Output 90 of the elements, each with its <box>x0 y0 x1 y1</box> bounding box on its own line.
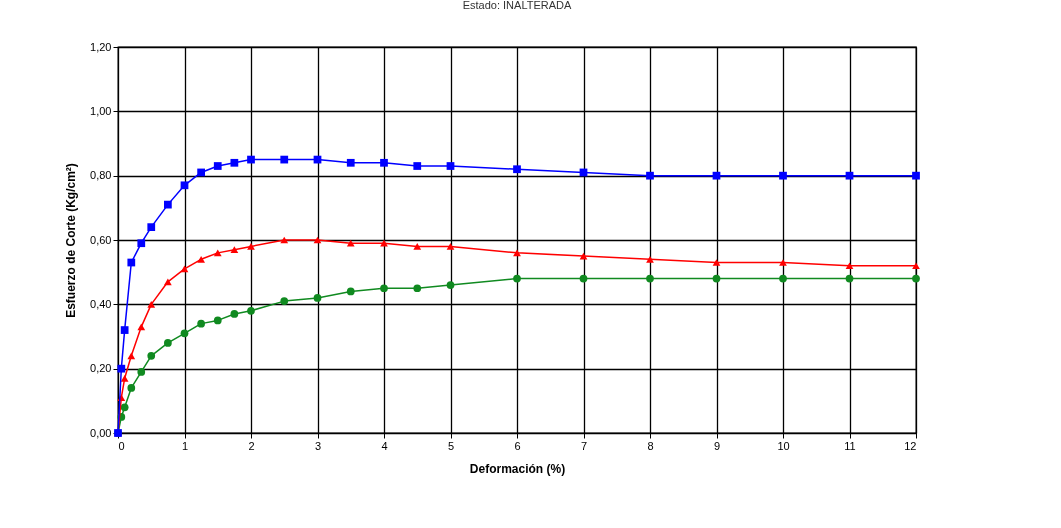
y-tick-label: 0,80 <box>90 169 112 182</box>
y-tick-label: 1,20 <box>90 40 112 53</box>
point <box>845 262 854 270</box>
point <box>712 274 721 283</box>
x-tick-label: 8 <box>647 439 654 452</box>
point <box>513 274 521 283</box>
point <box>213 162 222 170</box>
point <box>247 306 255 315</box>
point <box>230 246 239 253</box>
point <box>779 274 787 283</box>
point <box>513 249 521 257</box>
point <box>446 243 455 250</box>
point <box>313 236 322 244</box>
point <box>280 297 289 305</box>
point <box>646 255 654 263</box>
point <box>413 162 422 170</box>
y-tick-label: 0,00 <box>90 426 112 439</box>
point <box>346 158 355 167</box>
y-tick-label: 0,60 <box>90 233 112 246</box>
point <box>912 262 920 270</box>
point <box>230 158 239 167</box>
point <box>413 284 422 293</box>
point <box>164 339 172 347</box>
x-tick-label: 1 <box>181 439 189 452</box>
x-tick-label: 2 <box>248 439 255 452</box>
point <box>646 274 654 283</box>
chart-title: Estado: INALTERADA <box>462 0 572 11</box>
point <box>230 310 239 318</box>
point <box>120 326 129 334</box>
point <box>213 316 222 325</box>
point <box>712 171 721 180</box>
y-tick-label: 0,40 <box>90 297 112 310</box>
point <box>579 274 588 283</box>
point <box>147 223 156 232</box>
point <box>845 171 854 180</box>
point <box>137 368 146 376</box>
x-tick-label: 9 <box>713 439 721 452</box>
point <box>779 171 787 180</box>
point <box>127 384 136 392</box>
point <box>197 255 205 263</box>
point <box>380 284 388 293</box>
y-axis-title: Esfuerzo de Corte (Kg/cm²) <box>64 163 79 318</box>
point <box>446 281 455 289</box>
point <box>120 403 129 412</box>
point <box>164 200 172 209</box>
x-tick-label: 11 <box>844 439 856 452</box>
point <box>137 239 146 248</box>
x-tick-label: 7 <box>580 439 588 452</box>
point <box>180 265 189 273</box>
x-tick-label: 0 <box>118 439 125 452</box>
point <box>127 258 136 267</box>
x-tick-label: 10 <box>777 439 790 452</box>
point <box>147 351 156 360</box>
point <box>180 181 189 190</box>
point <box>197 319 205 328</box>
point <box>346 239 355 247</box>
point <box>127 352 136 360</box>
point <box>117 364 126 373</box>
point <box>513 165 521 174</box>
point <box>280 155 289 164</box>
point <box>845 274 854 283</box>
x-tick-label: 12 <box>904 439 917 452</box>
point <box>413 243 422 250</box>
point <box>912 171 920 180</box>
point <box>380 239 388 247</box>
y-tick-label: 0,20 <box>90 362 112 375</box>
point <box>646 171 654 180</box>
point <box>247 243 255 250</box>
point <box>446 162 455 170</box>
point <box>712 259 721 266</box>
point <box>912 274 920 283</box>
x-tick-label: 6 <box>514 439 521 452</box>
x-tick-label: 3 <box>314 439 322 452</box>
point <box>779 259 787 266</box>
x-tick-label: 4 <box>381 439 388 452</box>
y-tick-label: 1,00 <box>90 104 112 117</box>
point <box>579 252 588 260</box>
point <box>313 294 322 302</box>
point <box>147 300 156 308</box>
point <box>346 287 355 296</box>
point <box>197 168 205 177</box>
point <box>120 374 129 382</box>
point <box>380 158 388 167</box>
point <box>213 249 222 257</box>
x-tick-label: 5 <box>447 439 455 452</box>
point <box>137 323 146 331</box>
point <box>164 278 172 286</box>
x-axis-title: Deformación (%) <box>469 461 566 476</box>
point <box>180 329 189 338</box>
point <box>247 155 255 164</box>
